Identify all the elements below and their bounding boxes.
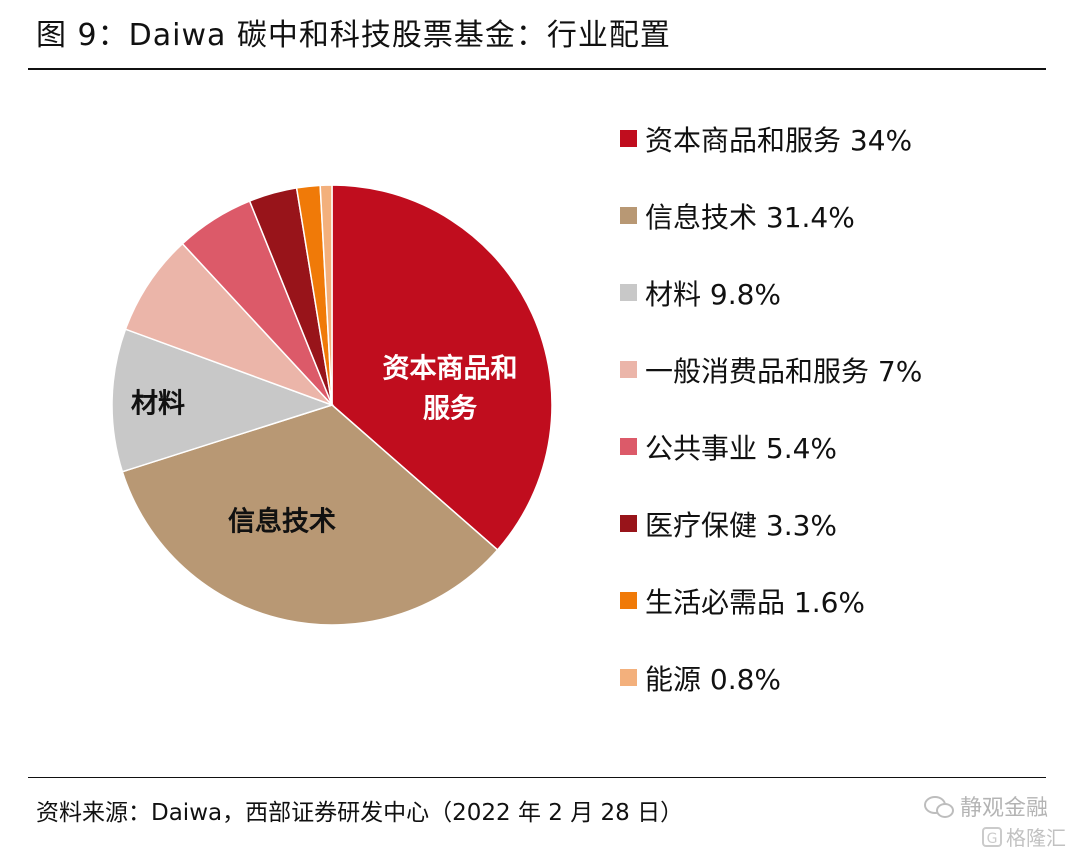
source-note: 资料来源：Daiwa，西部证券研发中心（2022 年 2 月 28 日） [36, 800, 684, 826]
legend-swatch-1 [620, 207, 637, 224]
legend-item-2: 材料 9.8% [620, 254, 922, 331]
legend-swatch-5 [620, 515, 637, 532]
legend-swatch-3 [620, 361, 637, 378]
watermark-site: G 格隆汇 [982, 822, 1066, 851]
legend-swatch-4 [620, 438, 637, 455]
pie-label-0-1: 服务 [423, 394, 477, 425]
pie-slice-2 [111, 328, 335, 473]
pie-label-0-0: 资本商品和 [383, 354, 518, 385]
legend-item-7: 能源 0.8% [620, 639, 922, 716]
legend-label-3: 一般消费品和服务 7% [645, 354, 923, 388]
pie-slice-1 [121, 404, 499, 626]
legend-item-6: 生活必需品 1.6% [620, 562, 922, 639]
legend-item-0: 资本商品和服务 34% [620, 100, 922, 177]
pie-slice-3 [124, 242, 333, 406]
top-rule [28, 68, 1046, 70]
watermark-site-label: 格隆汇 [1006, 826, 1066, 850]
legend-label-1: 信息技术 31.4% [645, 200, 855, 234]
legend-item-1: 信息技术 31.4% [620, 177, 922, 254]
legend-label-2: 材料 9.8% [645, 277, 782, 311]
pie-slices [111, 184, 553, 626]
legend: 资本商品和服务 34% 信息技术 31.4% 材料 9.8% 一般消费品和服务 7% 公… [620, 100, 922, 716]
pie-label-1-0: 信息技术 [228, 506, 336, 538]
legend-label-5: 医疗保健 3.3% [645, 508, 838, 542]
pie-slice-0 [331, 184, 553, 551]
pie-label-2-0: 材料 [131, 389, 185, 420]
pie-slice-7 [319, 184, 333, 406]
legend-swatch-0 [620, 130, 637, 147]
bottom-rule [28, 777, 1046, 778]
legend-label-4: 公共事业 5.4% [645, 431, 838, 465]
legend-item-3: 一般消费品和服务 7% [620, 331, 922, 408]
legend-swatch-6 [620, 592, 637, 609]
watermark-name: 静观金融 [959, 796, 1048, 821]
legend-label-0: 资本商品和服务 34% [645, 123, 913, 157]
legend-item-4: 公共事业 5.4% [620, 408, 922, 485]
legend-item-5: 医疗保健 3.3% [620, 485, 922, 562]
legend-label-7: 能源 0.8% [645, 662, 782, 696]
wechat-icon [923, 794, 954, 818]
legend-swatch-2 [620, 284, 637, 301]
watermark: 静观金融 [923, 790, 1048, 822]
site-logo-icon: G [982, 826, 1002, 847]
legend-label-6: 生活必需品 1.6% [645, 585, 866, 619]
chart-title: 图 9：Daiwa 碳中和科技股票基金：行业配置 [36, 18, 671, 53]
legend-swatch-7 [620, 669, 637, 686]
